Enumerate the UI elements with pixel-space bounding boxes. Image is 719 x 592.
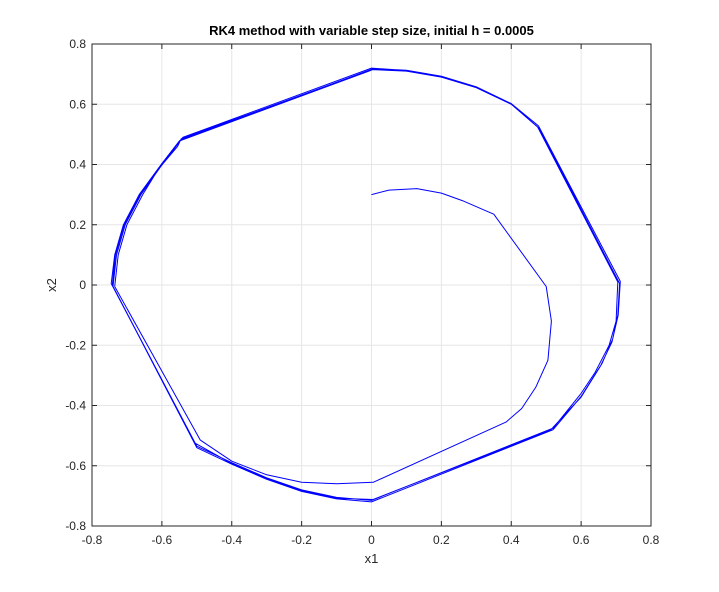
x-tick-label: 0.4 xyxy=(503,533,520,547)
x-tick-label: 0 xyxy=(368,533,375,547)
y-tick-label: 0.2 xyxy=(69,218,86,232)
x-tick-label: 0.6 xyxy=(573,533,590,547)
axis-ticks: -0.8 -0.6 -0.4 -0.2 0 0.2 0.4 0.6 0.8 -0.8 -0.6 -0.… xyxy=(65,37,659,547)
trajectory-line xyxy=(110,67,621,503)
x-tick-label: -0.6 xyxy=(152,533,173,547)
x-tick-label: 0.2 xyxy=(433,533,450,547)
y-tick-label: -0.6 xyxy=(65,459,86,473)
y-tick-label: -0.2 xyxy=(65,338,86,352)
y-tick-label: 0.6 xyxy=(69,97,86,111)
y-tick-label: 0.8 xyxy=(69,37,86,51)
y-tick-label: 0.4 xyxy=(69,158,86,172)
x-tick-label: -0.8 xyxy=(82,533,103,547)
x-tick-label: -0.4 xyxy=(221,533,242,547)
x-tick-label: -0.2 xyxy=(291,533,312,547)
data-lines xyxy=(110,67,621,503)
y-tick-label: 0 xyxy=(79,278,86,292)
chart-title: RK4 method with variable step size, init… xyxy=(209,23,534,38)
x-axis-label: x1 xyxy=(365,551,379,566)
x-tick-label: 0.8 xyxy=(643,533,660,547)
y-tick-label: -0.4 xyxy=(65,399,86,413)
y-tick-label: -0.8 xyxy=(65,519,86,533)
y-axis-label: x2 xyxy=(44,278,59,292)
